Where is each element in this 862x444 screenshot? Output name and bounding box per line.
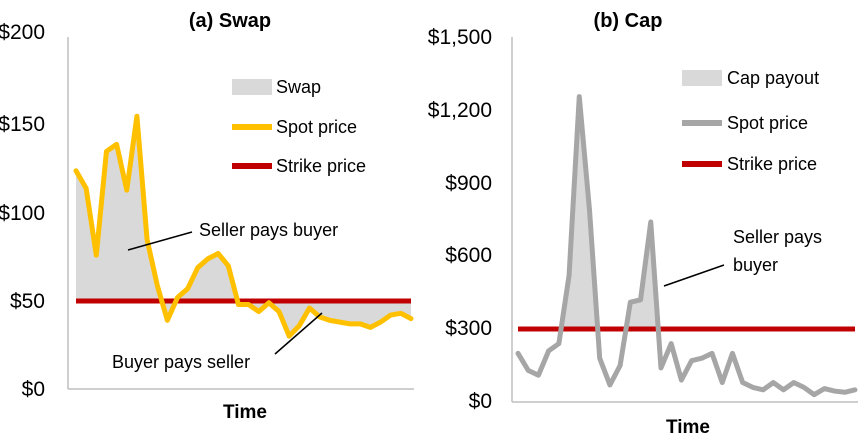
annotation-leader-cap — [663, 264, 725, 287]
y-tick-label: $50 — [10, 290, 45, 313]
y-tick-label: $150 — [0, 113, 45, 136]
y-tick-label: $200 — [0, 21, 45, 44]
y-tick-label: $1,500 — [428, 26, 492, 49]
legend-swatch-swap-area — [232, 79, 272, 95]
annotation-leader-seller-pays-buyer — [127, 231, 193, 251]
y-tick-label: $0 — [469, 390, 492, 413]
y-tick-label: $600 — [445, 244, 492, 267]
panel-swap: (a) Swap Time $200 $150 $100 $50 $0 Swap… — [0, 10, 414, 423]
x-axis-label-cap: Time — [666, 417, 710, 438]
legend-label-spot-price: Spot price — [276, 117, 357, 137]
y-tick-label: $900 — [445, 172, 492, 195]
y-tick-label: $1,200 — [428, 99, 492, 122]
legend-label-cap-payout: Cap payout — [727, 68, 819, 88]
y-ticks-cap: $1,500 $1,200 $900 $600 $300 $0 — [428, 26, 492, 413]
annotation-seller-pays-buyer-cap: Seller pays buyer — [733, 227, 827, 275]
y-tick-label: $100 — [0, 202, 45, 225]
area-fill — [561, 96, 659, 329]
spot-price-line — [73, 113, 414, 339]
legend-label-spot-price-cap: Spot price — [727, 113, 808, 133]
y-tick-label: $0 — [22, 378, 45, 401]
plot-area-swap — [73, 113, 414, 339]
y-ticks-swap: $200 $150 $100 $50 $0 — [0, 21, 45, 401]
annotation-leader-buyer-pays-seller — [274, 312, 323, 355]
area-fill — [76, 116, 411, 337]
annotation-seller-pays-buyer: Seller pays buyer — [199, 220, 338, 240]
legend-swatch-cap-payout — [682, 70, 722, 86]
chart-title-cap: (b) Cap — [594, 10, 663, 32]
legend-label-strike-price-cap: Strike price — [727, 154, 817, 174]
plot-area-cap — [515, 94, 858, 398]
annotation-buyer-pays-seller: Buyer pays seller — [112, 352, 250, 372]
chart-title-swap: (a) Swap — [189, 10, 271, 32]
x-axis-label-swap: Time — [223, 402, 267, 423]
panel-cap: (b) Cap Time $1,500 $1,200 $900 $600 $30… — [428, 10, 858, 438]
y-tick-label: $300 — [445, 317, 492, 340]
spot-price-line — [515, 94, 858, 398]
legend-label-swap: Swap — [276, 77, 321, 97]
legend-label-strike-price: Strike price — [276, 156, 366, 176]
